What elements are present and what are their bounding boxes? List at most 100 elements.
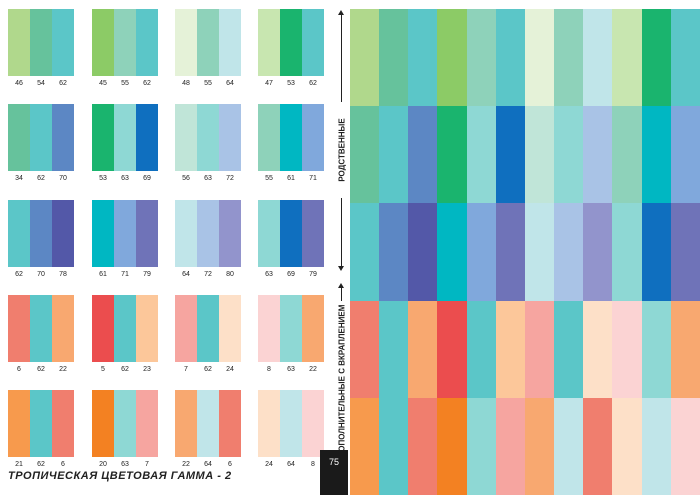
swatch-color-bar [302,200,324,267]
swatch-color-bar [280,9,302,76]
grid-color-cell [524,9,555,107]
swatch-set: 46 54 62 [8,9,74,93]
grid-color-cell [466,300,496,398]
swatch-color-bar [280,295,302,362]
grid-color-cell [612,203,642,301]
swatch-color-bar [114,295,136,362]
swatch-set: 48 55 64 [175,9,241,93]
grid-color-cell [466,397,496,495]
swatch-color-bar [92,104,114,171]
swatch-numbers: 47 53 62 [258,80,324,87]
swatch-color-bar [30,200,52,267]
swatch-number: 62 [204,366,212,373]
swatch-set: 22 64 6 [175,390,241,474]
swatch-bars [8,200,74,267]
grid-color-cell [524,397,555,495]
swatch-number: 63 [265,271,273,278]
arrow-up-icon [338,10,344,15]
swatch-number: 62 [37,461,45,468]
page-number: 75 [320,450,348,495]
arrow-up-icon [338,283,344,288]
swatch-bars [175,295,241,362]
swatch-numbers: 61 71 79 [92,271,158,278]
grid-color-cell [641,106,671,204]
swatch-number: 22 [182,461,190,468]
swatch-set: 53 63 69 [92,104,158,188]
swatch-numbers: 34 62 70 [8,175,74,182]
bracket-line-complementary [341,287,342,301]
swatch-bars [92,390,158,457]
swatch-numbers: 53 63 69 [92,175,158,182]
grid-color-cell [350,397,380,495]
grid-color-cell [437,9,467,107]
grid-color-cell [408,300,438,398]
swatch-number: 53 [99,175,107,182]
grid-color-cell [583,9,613,107]
grid-color-cell [612,106,642,204]
swatch-color-bar [92,9,114,76]
grid-color-cell [554,9,584,107]
grid-color-cell [612,300,642,398]
swatch-number: 24 [226,366,234,373]
swatch-number: 24 [265,461,273,468]
swatch-color-bar [8,9,30,76]
swatch-number: 5 [101,366,105,373]
grid-color-cell [495,203,525,301]
swatch-color-bar [197,295,219,362]
swatch-color-bar [52,104,74,171]
grid-color-cell [350,106,380,204]
swatch-color-bar [302,390,324,457]
swatch-color-bar [136,9,158,76]
swatch-number: 6 [17,366,21,373]
swatch-numbers: 21 62 6 [8,461,74,468]
swatch-number: 6 [61,461,65,468]
swatch-number: 79 [143,271,151,278]
bracket-line-related [341,14,342,102]
swatch-number: 62 [143,80,151,87]
grid-color-cell [466,203,496,301]
swatch-number: 8 [267,366,271,373]
swatch-numbers: 62 70 78 [8,271,74,278]
grid-color-cell [641,9,671,107]
swatch-number: 69 [287,271,295,278]
swatch-color-bar [175,200,197,267]
swatch-bars [92,200,158,267]
grid-color-cell [379,9,409,107]
grid-color-cell [641,203,671,301]
swatch-set: 47 53 62 [258,9,324,93]
swatch-number: 48 [182,80,190,87]
swatch-set: 61 71 79 [92,200,158,284]
swatch-color-bar [197,9,219,76]
swatch-color-bar [302,9,324,76]
swatch-numbers: 5 62 23 [92,366,158,373]
swatch-color-bar [258,200,280,267]
grid-color-cell [524,300,555,398]
swatch-color-bar [92,200,114,267]
swatch-number: 53 [287,80,295,87]
swatch-color-bar [30,390,52,457]
grid-color-cell [495,106,525,204]
swatch-number: 71 [309,175,317,182]
swatch-color-bar [92,295,114,362]
grid-color-cell [524,203,555,301]
swatch-number: 47 [265,80,273,87]
swatch-set: 63 69 79 [258,200,324,284]
swatch-number: 63 [204,175,212,182]
swatch-set: 8 63 22 [258,295,324,379]
grid-color-cell [670,300,700,398]
swatch-numbers: 45 55 62 [92,80,158,87]
swatch-bars [258,390,324,457]
swatch-number: 70 [37,271,45,278]
grid-color-cell [408,203,438,301]
grid-color-cell [350,300,380,398]
grid-color-cell [350,9,380,107]
grid-color-cell [583,203,613,301]
swatch-color-bar [8,200,30,267]
swatch-color-bar [197,104,219,171]
swatch-color-bar [280,200,302,267]
swatch-numbers: 24 64 8 [258,461,324,468]
swatch-bars [175,390,241,457]
swatch-color-bar [258,9,280,76]
swatch-color-bar [8,390,30,457]
large-color-grid [350,9,700,495]
